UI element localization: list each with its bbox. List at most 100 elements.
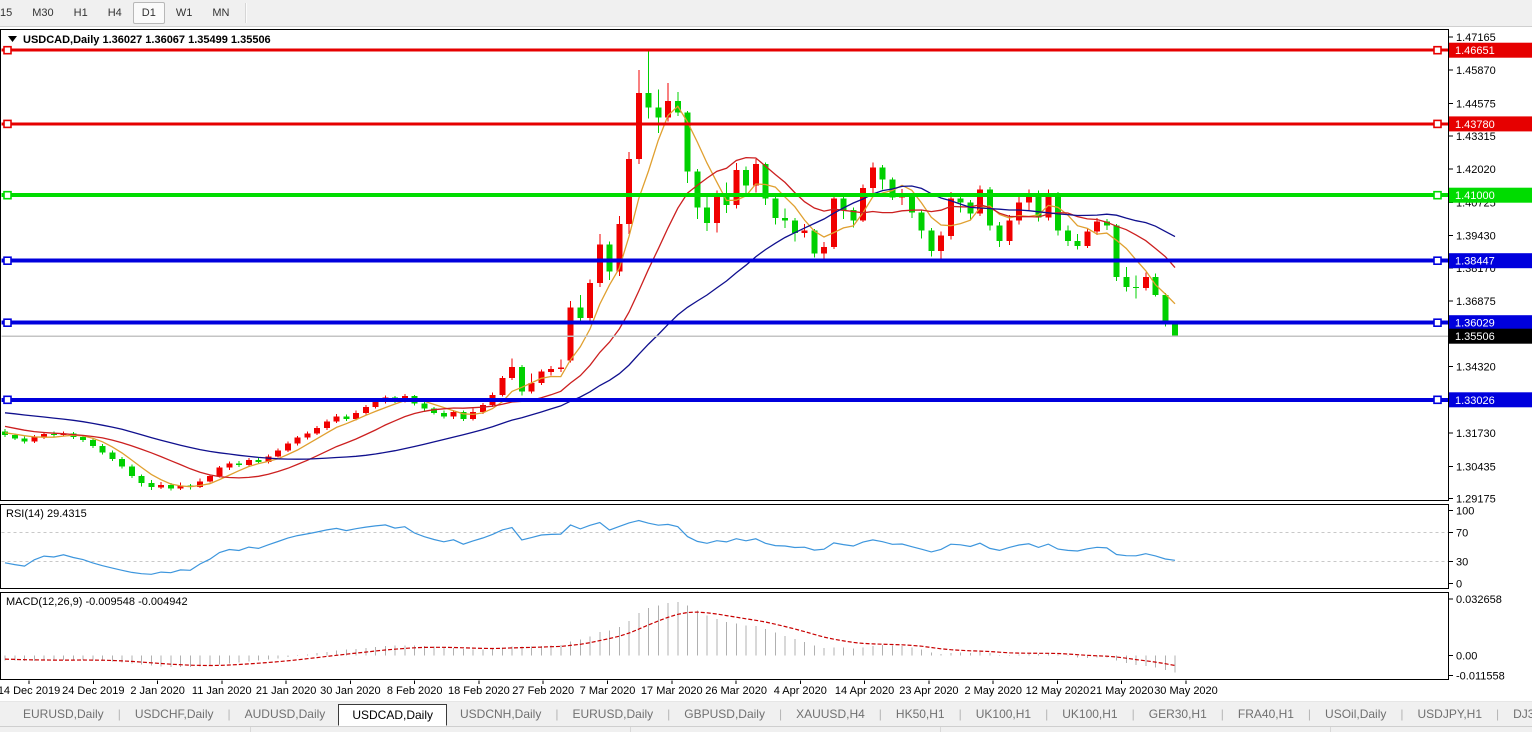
current-price-label [1449,328,1532,344]
timeframe-toolbar: 15 M30 H1 H4 D1 W1 MN [0,0,1532,28]
main-pane-frame[interactable] [0,29,1449,502]
hline-support-1.36029[interactable] [1,318,1449,328]
hline-handle [3,318,12,328]
tab-separator: | [1220,707,1224,722]
chart-area: 1.47165 1.45870 1.44575 1.43315 1.42020 1.407… [0,27,1532,702]
hline-handle [3,190,12,200]
tab-eurusd-daily[interactable]: EURUSD,Daily [572,707,654,722]
hline-handle [1433,395,1442,405]
svg-text:0.00: 0.00 [1456,651,1477,663]
tab-separator: | [1400,707,1404,722]
hline-handle [1433,119,1442,129]
period-button-w1[interactable]: W1 [175,7,193,20]
svg-text:0: 0 [1456,579,1462,591]
tab-usoil-daily[interactable]: USOil,Daily [1325,707,1387,722]
svg-text:1.38447: 1.38447 [1455,256,1495,268]
svg-text:7 Mar 2020: 7 Mar 2020 [580,685,636,697]
macd-indicator: 0.032658 0.00 -0.011558 MACD(12,26,9) -0.00… [4,594,1505,683]
tab-separator: | [1307,707,1312,722]
status-bar [0,726,1532,732]
period-button-h4[interactable]: H4 [107,7,122,20]
macd-histogram [4,602,1176,673]
svg-text:24 Dec 2019: 24 Dec 2019 [62,685,124,697]
tab-usdjpy-h1[interactable]: USDJPY,H1 [1417,707,1482,722]
hline-handle [3,256,12,266]
svg-text:0.032658: 0.032658 [1456,594,1502,606]
tab-separator: | [667,707,671,722]
svg-text:21 May 2020: 21 May 2020 [1090,685,1154,697]
hline-handle [3,395,12,405]
tab-eurusd-daily[interactable]: EURUSD,Daily [23,707,104,722]
tab-fra40-h1[interactable]: FRA40,H1 [1237,707,1294,722]
hline-pivot-1.41000[interactable] [1,190,1449,200]
svg-text:1.36029: 1.36029 [1455,318,1495,330]
tab-uk100-h1[interactable]: UK100,H1 [1062,707,1118,722]
tab-dj30-h1[interactable]: DJ30,H1 [1513,707,1532,722]
svg-text:1.44575: 1.44575 [1456,99,1496,111]
tab-gbpusd-daily[interactable]: GBPUSD,Daily [684,707,765,722]
svg-text:1.43315: 1.43315 [1456,131,1496,143]
rsi-pane-frame[interactable] [0,504,1449,590]
svg-text:30 May 2020: 30 May 2020 [1154,685,1218,697]
svg-text:1.45870: 1.45870 [1456,65,1496,77]
svg-text:14 Apr 2020: 14 Apr 2020 [835,685,894,697]
svg-text:1.33026: 1.33026 [1455,395,1495,407]
svg-text:4 Apr 2020: 4 Apr 2020 [774,685,827,697]
svg-text:21 Jan 2020: 21 Jan 2020 [256,685,317,697]
tab-separator: | [878,707,882,722]
svg-text:1.42020: 1.42020 [1456,164,1496,176]
period-button-mn[interactable]: MN [212,7,230,20]
hline-support-1.33026[interactable] [1,395,1449,405]
tab-usdcnh-daily[interactable]: USDCNH,Daily [460,707,542,722]
hline-support-1.38447[interactable] [1,256,1449,266]
svg-text:2 May 2020: 2 May 2020 [964,685,1021,697]
svg-text:-0.011558: -0.011558 [1456,671,1505,683]
svg-text:1.47165: 1.47165 [1456,32,1496,44]
svg-text:18 Feb 2020: 18 Feb 2020 [448,685,510,697]
tab-separator: | [1131,707,1135,722]
macd-label: MACD(12,26,9) -0.009548 -0.004942 [6,596,188,608]
chart-header: USDCAD,Daily 1.36027 1.36067 1.35499 1.3… [8,34,271,46]
period-button-d1[interactable]: D1 [132,2,165,25]
hline-resistance-1.43780[interactable] [1,119,1449,129]
svg-text:27 Feb 2020: 27 Feb 2020 [512,685,574,697]
svg-text:26 Mar 2020: 26 Mar 2020 [705,685,767,697]
tab-usdchf-daily[interactable]: USDCHF,Daily [134,707,214,722]
svg-text:1.41000: 1.41000 [1455,190,1495,202]
period-button-h1[interactable]: H1 [73,7,88,20]
period-button-15[interactable]: 15 [0,7,13,20]
macd-pane-frame[interactable] [0,592,1449,681]
hline-handle [1433,256,1442,266]
toolbar-separator [245,3,248,24]
macd-signal-line [4,611,1176,667]
tab-separator: | [227,707,231,722]
svg-text:8 Feb 2020: 8 Feb 2020 [387,685,443,697]
ma-13-line [4,156,1176,479]
tab-ger30-h1[interactable]: GER30,H1 [1148,707,1207,722]
tab-separator: | [778,707,783,722]
rsi-label: RSI(14) 29.4315 [6,508,87,520]
tab-uk100-h1[interactable]: UK100,H1 [975,707,1032,722]
tab-separator: | [958,707,962,722]
tab-audusd-daily[interactable]: AUDUSD,Daily [244,707,326,722]
hline-handle [1433,45,1442,55]
svg-text:1.46651: 1.46651 [1455,45,1495,57]
period-button-m30[interactable]: M30 [32,7,54,20]
date-axis[interactable]: 14 Dec 2019 24 Dec 2019 2 Jan 2020 11 Jan 2… [0,680,1218,698]
svg-text:1.36875: 1.36875 [1456,296,1496,308]
svg-text:14 Dec 2019: 14 Dec 2019 [0,685,60,697]
svg-text:1.31730: 1.31730 [1456,428,1496,440]
svg-text:2 Jan 2020: 2 Jan 2020 [130,685,184,697]
tab-usdcad-daily[interactable]: USDCAD,Daily [338,703,447,726]
usdcad-daily-chart[interactable]: 1.471651.458701.445751.433151.420201.407… [0,27,1532,701]
symbol-quote-header: USDCAD,Daily 1.36027 1.36067 1.35499 1.3… [23,34,271,46]
svg-text:1.34320: 1.34320 [1456,362,1496,374]
tab-hk50-h1[interactable]: HK50,H1 [895,707,945,722]
tab-xauusd-h4[interactable]: XAUUSD,H4 [796,707,865,722]
price-axis[interactable]: 1.471651.458701.445751.433151.420201.407… [1448,32,1532,506]
tab-separator: | [555,707,559,722]
svg-text:30: 30 [1456,557,1468,569]
hline-resistance-1.46651[interactable] [1,45,1449,55]
pane-borders [0,29,1449,681]
